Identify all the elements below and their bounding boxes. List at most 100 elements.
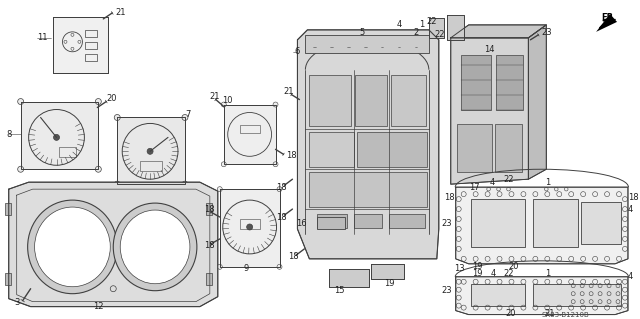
Polygon shape xyxy=(52,17,108,73)
Bar xyxy=(354,214,382,228)
Bar xyxy=(240,125,260,133)
Polygon shape xyxy=(117,117,185,184)
Text: 20: 20 xyxy=(509,262,519,271)
Bar xyxy=(317,217,345,229)
Text: 18: 18 xyxy=(289,252,299,261)
Polygon shape xyxy=(447,15,464,40)
Polygon shape xyxy=(9,182,218,307)
Text: 18: 18 xyxy=(287,151,297,160)
Ellipse shape xyxy=(95,166,101,172)
Bar xyxy=(389,214,425,228)
Text: 7: 7 xyxy=(185,110,190,119)
Bar xyxy=(309,172,427,207)
Bar xyxy=(495,124,522,172)
Polygon shape xyxy=(529,25,547,179)
Bar xyxy=(4,273,11,285)
Ellipse shape xyxy=(218,264,222,269)
Polygon shape xyxy=(451,38,529,184)
Text: 5: 5 xyxy=(359,28,364,37)
Text: 4: 4 xyxy=(628,272,633,281)
Bar xyxy=(461,55,491,109)
Bar xyxy=(470,199,525,247)
Text: 1: 1 xyxy=(545,178,550,187)
Bar xyxy=(85,30,97,37)
Polygon shape xyxy=(220,189,280,267)
Text: 4: 4 xyxy=(397,20,403,29)
Ellipse shape xyxy=(147,148,153,154)
Text: 20: 20 xyxy=(106,94,116,103)
Polygon shape xyxy=(596,14,617,32)
Ellipse shape xyxy=(18,99,24,105)
Text: 21: 21 xyxy=(284,87,294,96)
Bar xyxy=(357,132,427,167)
Text: 11: 11 xyxy=(36,33,47,42)
Bar xyxy=(391,75,426,126)
Text: FR.: FR. xyxy=(601,13,616,22)
Polygon shape xyxy=(451,25,547,38)
Ellipse shape xyxy=(115,115,120,121)
Polygon shape xyxy=(429,18,444,38)
Bar xyxy=(533,199,578,247)
Text: 19: 19 xyxy=(472,269,482,278)
Text: 23: 23 xyxy=(541,28,552,37)
Text: 6: 6 xyxy=(294,47,300,56)
Bar xyxy=(317,214,348,228)
Ellipse shape xyxy=(221,102,227,107)
Bar xyxy=(470,284,525,306)
Ellipse shape xyxy=(218,187,222,192)
Text: 1: 1 xyxy=(419,20,424,29)
Bar xyxy=(495,55,524,109)
Text: 4: 4 xyxy=(628,204,633,213)
Bar xyxy=(457,124,492,172)
Ellipse shape xyxy=(120,210,190,284)
Polygon shape xyxy=(224,105,276,164)
Text: 18: 18 xyxy=(444,193,454,202)
Text: 18: 18 xyxy=(276,212,287,221)
Polygon shape xyxy=(371,264,404,279)
Text: 21: 21 xyxy=(115,8,125,18)
Text: SR83-B1210B: SR83-B1210B xyxy=(541,312,589,318)
Bar xyxy=(206,203,212,215)
Ellipse shape xyxy=(246,224,253,230)
Bar xyxy=(240,219,260,229)
Ellipse shape xyxy=(54,134,60,140)
Text: 4: 4 xyxy=(491,269,496,278)
Ellipse shape xyxy=(273,162,278,167)
Text: 22: 22 xyxy=(427,18,437,26)
Bar xyxy=(85,42,97,49)
Text: 14: 14 xyxy=(484,45,494,54)
Bar xyxy=(58,147,76,157)
Ellipse shape xyxy=(18,166,24,172)
Bar xyxy=(206,273,212,285)
Bar xyxy=(305,35,429,53)
Polygon shape xyxy=(456,187,628,264)
Text: 18: 18 xyxy=(204,241,214,250)
Bar xyxy=(140,161,162,171)
Text: 9: 9 xyxy=(243,264,248,273)
Ellipse shape xyxy=(182,181,188,187)
Text: 4: 4 xyxy=(490,178,495,187)
Polygon shape xyxy=(330,269,369,287)
Ellipse shape xyxy=(95,99,101,105)
Text: 23: 23 xyxy=(442,286,452,295)
Text: 12: 12 xyxy=(93,302,104,311)
Text: 13: 13 xyxy=(454,264,465,273)
Text: 1: 1 xyxy=(545,269,550,278)
Ellipse shape xyxy=(221,162,227,167)
Ellipse shape xyxy=(35,207,110,287)
Ellipse shape xyxy=(182,115,188,121)
Bar xyxy=(4,203,11,215)
Ellipse shape xyxy=(28,200,117,294)
Text: 3: 3 xyxy=(15,298,20,307)
Text: 17: 17 xyxy=(468,183,479,192)
Text: 15: 15 xyxy=(334,286,345,295)
Polygon shape xyxy=(20,101,99,169)
Bar xyxy=(309,75,351,126)
Bar xyxy=(309,132,354,167)
Text: 20: 20 xyxy=(506,309,516,318)
Bar xyxy=(581,202,621,244)
Polygon shape xyxy=(298,30,439,259)
Text: 22: 22 xyxy=(504,269,514,278)
Ellipse shape xyxy=(113,203,197,291)
Ellipse shape xyxy=(273,102,278,107)
